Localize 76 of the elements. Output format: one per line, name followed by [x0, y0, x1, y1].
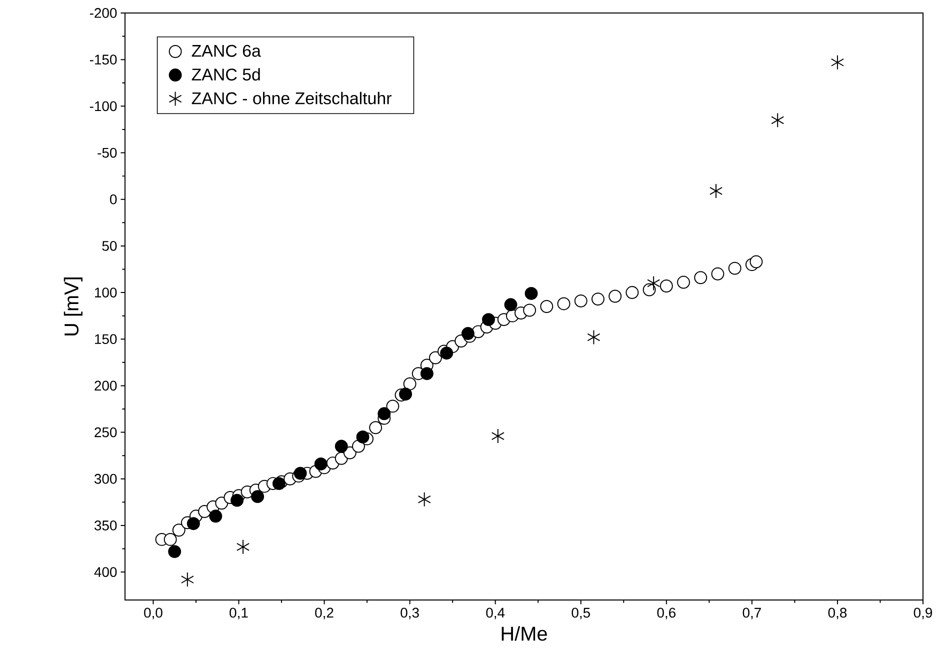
point [647, 276, 660, 291]
x-tick-label: 0,3 [400, 608, 419, 620]
point [215, 496, 228, 510]
point [540, 300, 554, 313]
x-tick-label: 0,2 [315, 608, 334, 620]
point [626, 286, 639, 300]
point [491, 428, 504, 444]
point [574, 294, 588, 308]
point [168, 545, 182, 558]
point [660, 280, 673, 292]
legend-label: ZANC 5d [192, 68, 260, 81]
point [830, 54, 844, 70]
y-axis-title: U [mV] [64, 278, 82, 336]
y-tick-label: 250 [94, 427, 117, 438]
y-tick-label: -200 [90, 8, 117, 18]
y-tick-label: -50 [98, 148, 117, 158]
point [592, 292, 604, 306]
x-tick-label: 0,8 [828, 608, 847, 620]
point [771, 112, 784, 128]
point [403, 377, 416, 390]
point [750, 255, 763, 268]
point [440, 346, 454, 360]
point [728, 262, 742, 275]
point [429, 351, 442, 364]
x-tick-label: 0,0 [144, 608, 162, 620]
point [420, 367, 434, 380]
y-tick-label: 300 [94, 474, 117, 484]
point [711, 267, 724, 280]
point [186, 517, 200, 530]
y-tick-label: 400 [94, 567, 117, 577]
point [180, 572, 194, 587]
y-tick-label: 150 [95, 334, 117, 344]
point [378, 407, 391, 420]
point [369, 421, 382, 434]
y-tick-label: 350 [94, 520, 117, 530]
point [608, 290, 622, 303]
point [230, 494, 244, 507]
x-tick-label: 0,5 [572, 608, 590, 620]
point [418, 492, 431, 507]
point [272, 477, 286, 490]
point [482, 313, 495, 326]
point [172, 524, 186, 537]
point [314, 457, 328, 470]
point [557, 297, 570, 310]
x-axis-title: H/Me [502, 626, 547, 641]
point [251, 490, 264, 504]
point [462, 327, 474, 340]
point [524, 286, 538, 300]
y-tick-label: -100 [90, 101, 117, 112]
y-tick-label: -150 [90, 54, 117, 65]
point [356, 430, 370, 444]
point [209, 510, 222, 523]
point [294, 466, 307, 480]
point [386, 400, 400, 413]
y-tick-label: 100 [95, 288, 117, 298]
y-tick-label: 50 [102, 240, 117, 251]
legend-label: ZANC - ohne Zeitschaltuhr [192, 92, 392, 104]
x-tick-label: 0,7 [742, 608, 761, 620]
y-tick-label: 0 [110, 194, 117, 204]
point [677, 276, 690, 289]
point [334, 440, 348, 453]
x-tick-label: 0,9 [914, 608, 932, 620]
point [642, 283, 656, 296]
x-tick-label: 0,6 [657, 608, 676, 620]
x-tick-label: 0,4 [486, 608, 505, 620]
point [236, 539, 250, 554]
point [399, 388, 412, 401]
point [709, 184, 723, 198]
y-tick-label: 200 [94, 380, 117, 391]
point [523, 304, 536, 317]
point [504, 298, 518, 312]
point [587, 330, 600, 345]
point [694, 271, 708, 284]
point [164, 532, 177, 546]
legend-label: ZANC 6a [192, 44, 261, 57]
x-tick-label: 0,1 [230, 608, 248, 620]
